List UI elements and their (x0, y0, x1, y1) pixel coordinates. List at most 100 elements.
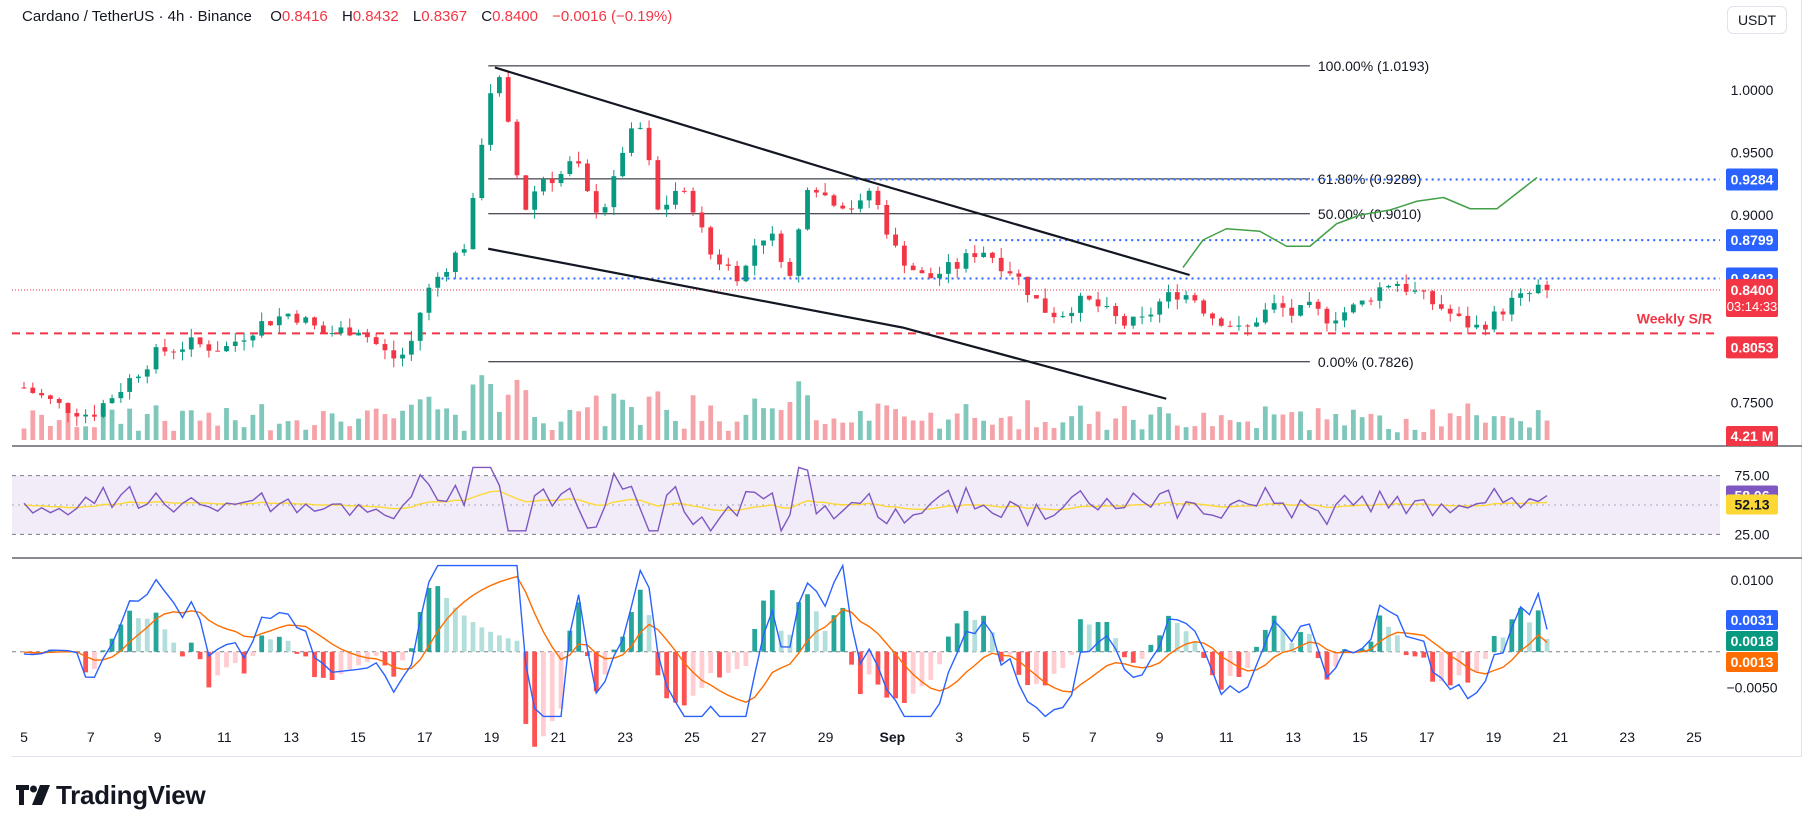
candle (1438, 295, 1444, 311)
time-axis-label: 11 (1219, 729, 1234, 745)
candle-body (629, 128, 634, 153)
volume-bar (435, 409, 441, 440)
tradingview-logo-icon (16, 785, 50, 805)
volume-bar (699, 420, 705, 440)
macd-histogram-bar (356, 651, 361, 666)
candle (268, 320, 273, 327)
candle-body (1359, 300, 1365, 305)
volume-bar (629, 407, 634, 440)
macd-histogram-bar (435, 586, 441, 652)
volume-bar (364, 410, 370, 440)
candle (1245, 324, 1251, 336)
volume-bar (1157, 407, 1163, 440)
volume-bar (1403, 418, 1409, 440)
candle-body (1465, 315, 1471, 328)
volume-bar (1456, 416, 1462, 440)
candle (1139, 306, 1145, 325)
macd-histogram-bar (180, 651, 185, 657)
volume-bar (153, 405, 159, 440)
candle (611, 169, 617, 216)
volume-bar (285, 421, 291, 440)
volume-bar (743, 414, 749, 440)
candle (171, 349, 177, 360)
candle-body (1518, 293, 1524, 298)
tradingview-logo[interactable]: TradingView (16, 779, 206, 810)
candle (1086, 295, 1092, 301)
macd-histogram-bar (910, 651, 916, 694)
macd-histogram-bar (699, 651, 705, 688)
candle (541, 176, 546, 196)
macd-histogram-bar (1386, 626, 1391, 652)
candle (910, 262, 916, 271)
candle-body (1483, 324, 1488, 330)
candle-body (919, 270, 925, 274)
candle-body (39, 392, 45, 396)
candle-body (752, 245, 758, 266)
macd-histogram-bar (347, 651, 353, 670)
candle-body (1262, 309, 1268, 323)
volume-bar (1271, 414, 1277, 440)
candle (1060, 311, 1066, 319)
macd-histogram-bar (1069, 651, 1075, 655)
macd-histogram-bar (602, 651, 608, 675)
current-price-tag-bg (1726, 279, 1778, 317)
candle (118, 383, 124, 403)
macd-histogram-bar (796, 602, 802, 652)
volume-bar (347, 426, 353, 440)
macd-histogram-bar (901, 651, 907, 703)
macd-histogram-bar (100, 650, 106, 652)
macd-histogram-bar (664, 651, 670, 699)
macd-histogram-bar (479, 627, 485, 652)
projection-path[interactable] (1182, 176, 1538, 268)
time-axis-label: 17 (417, 729, 433, 745)
macd-histogram-bar (1483, 651, 1488, 659)
candle-body (426, 287, 432, 313)
volume-bar (787, 402, 793, 440)
price-axis-tick: 0.9500 (1731, 145, 1774, 161)
macd-histogram-bar (1421, 651, 1427, 658)
candle-body (717, 254, 722, 265)
candle-body (637, 127, 643, 129)
macd-histogram-bar (496, 635, 502, 652)
channel-upper-line[interactable] (494, 66, 1190, 277)
tradingview-logo-text: TradingView (56, 779, 206, 810)
volume-bar (752, 398, 758, 440)
candle (1474, 315, 1480, 330)
candle (1183, 290, 1189, 304)
candle-body (1174, 292, 1180, 300)
volume-bar (796, 381, 802, 440)
candle-body (1201, 300, 1207, 314)
candle (400, 347, 405, 367)
volume-bar (356, 418, 361, 440)
candle-body (21, 387, 27, 389)
candle-body (611, 176, 617, 208)
volume-bar (875, 403, 881, 440)
macd-histogram-bar (488, 631, 493, 652)
candle (937, 266, 942, 286)
volume-bar (637, 425, 643, 440)
candle (664, 195, 670, 218)
candle (945, 254, 951, 284)
candle-body (1350, 304, 1356, 313)
volume-bar (1289, 412, 1295, 440)
volume-bar (937, 428, 942, 440)
volume-bar (171, 430, 177, 440)
channel-lower-line[interactable] (488, 247, 1167, 400)
volume-bar (56, 420, 62, 440)
candle-body (1130, 316, 1136, 326)
time-axis-label: 11 (217, 729, 232, 745)
candle (224, 341, 229, 353)
volume-bar (910, 420, 916, 440)
macd-signal-line (23, 575, 1548, 703)
volume-bar (990, 424, 995, 440)
volume-bar (646, 396, 652, 440)
close-value: 0.8400 (492, 8, 538, 25)
candle (250, 334, 256, 348)
volume-bar (1377, 415, 1383, 440)
macd-histogram-bar (188, 642, 194, 652)
candle-body (1403, 283, 1409, 292)
candle-body (1236, 325, 1242, 327)
candle (1095, 291, 1101, 313)
currency-button[interactable]: USDT (1727, 6, 1787, 34)
